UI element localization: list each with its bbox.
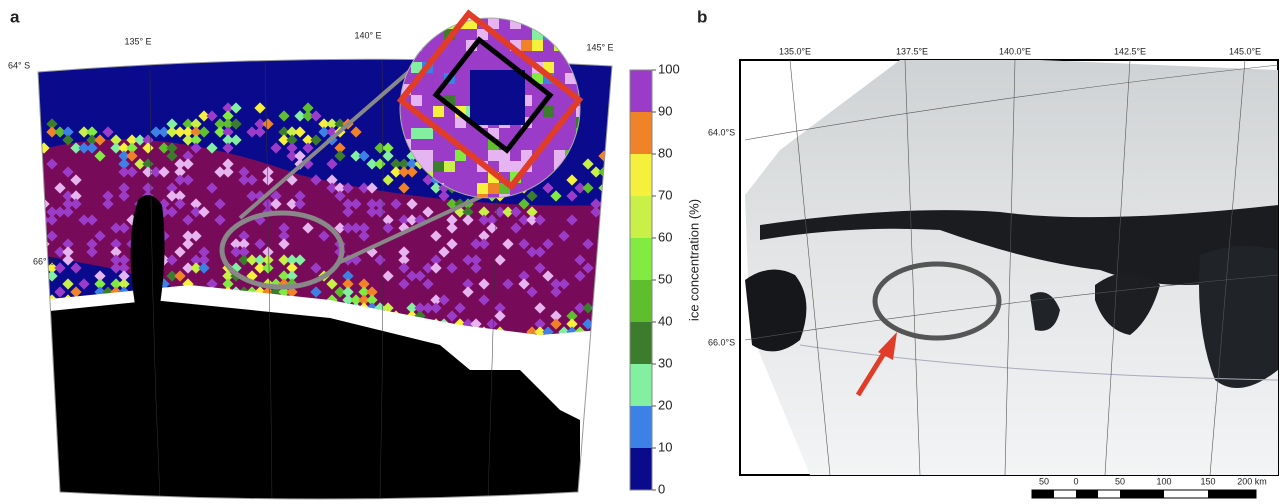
ice-pixel bbox=[411, 29, 422, 40]
figure: a b 0 10 20 30 40 50 60 70 80 90 100 ice concentra… bbox=[0, 0, 1287, 504]
latitude-label: 66.0°S bbox=[708, 337, 735, 347]
glacier-tongue bbox=[131, 195, 165, 305]
colorbar: 0 10 20 30 40 50 60 70 80 90 100 bbox=[630, 61, 680, 496]
ice-pixel bbox=[433, 106, 444, 117]
colorbar-segment bbox=[630, 154, 652, 196]
ice-pixel bbox=[411, 95, 422, 106]
longitude-label: 135.0°E bbox=[779, 46, 811, 56]
colorbar-tick-label: 90 bbox=[658, 103, 672, 118]
ice-pixel bbox=[488, 183, 499, 194]
ice-pixel bbox=[400, 29, 411, 40]
longitude-label: 142.5°E bbox=[1114, 46, 1146, 56]
longitude-label: 140.0°E bbox=[999, 46, 1031, 56]
ice-pixel bbox=[576, 29, 587, 40]
latitude-label: 66° S bbox=[33, 256, 55, 266]
colorbar-tick-label: 60 bbox=[658, 229, 672, 244]
scale-label: 200 km bbox=[1237, 476, 1267, 486]
ice-pixel bbox=[510, 161, 521, 172]
colorbar-tick-label: 10 bbox=[658, 439, 672, 454]
ice-pixel bbox=[400, 18, 411, 29]
ice-pixel bbox=[598, 230, 609, 241]
ice-pixel bbox=[565, 29, 576, 40]
ice-pixel bbox=[606, 310, 617, 321]
ice-pixel bbox=[590, 326, 601, 337]
colorbar-tick-label: 40 bbox=[658, 313, 672, 328]
ice-pixel bbox=[543, 106, 554, 117]
longitude-label: 135° E bbox=[124, 36, 151, 46]
ice-pixel bbox=[422, 150, 433, 161]
ice-pixel bbox=[422, 128, 433, 139]
scale-label: 50 bbox=[1115, 476, 1125, 486]
colorbar-tick-label: 0 bbox=[658, 481, 665, 496]
ice-pixel bbox=[411, 40, 422, 51]
longitude-label: 145.0°E bbox=[1229, 46, 1261, 56]
colorbar-tick-label: 50 bbox=[658, 271, 672, 286]
ice-pixel bbox=[606, 174, 617, 185]
satellite-image bbox=[745, 60, 1278, 475]
longitude-label: 140° E bbox=[354, 30, 381, 40]
ice-pixel bbox=[606, 214, 617, 225]
ice-pixel bbox=[598, 334, 609, 345]
colorbar-segment bbox=[630, 70, 652, 112]
colorbar-tick-label: 70 bbox=[658, 187, 672, 202]
ice-pixel bbox=[38, 286, 49, 297]
ice-pixel bbox=[510, 18, 521, 29]
ice-pixel bbox=[532, 40, 543, 51]
ice-pixel bbox=[554, 40, 565, 51]
ice-pixel bbox=[510, 150, 521, 161]
longitude-label: 137.5°E bbox=[896, 46, 928, 56]
scale-label: 100 bbox=[1156, 476, 1171, 486]
ice-pixel bbox=[38, 270, 49, 281]
colorbar-tick-label: 100 bbox=[658, 61, 680, 76]
scale-bar bbox=[1032, 490, 1256, 498]
colorbar-segment bbox=[630, 238, 652, 280]
colorbar-segment bbox=[630, 364, 652, 406]
colorbar-segment bbox=[630, 112, 652, 154]
colorbar-segment bbox=[630, 280, 652, 322]
scale-label: 0 bbox=[1073, 476, 1078, 486]
ice-pixel bbox=[477, 183, 488, 194]
colorbar-segment bbox=[630, 406, 652, 448]
colorbar-tick-label: 20 bbox=[658, 397, 672, 412]
panel-label: a bbox=[10, 7, 20, 26]
ice-pixel bbox=[565, 40, 576, 51]
ice-pixel bbox=[499, 161, 510, 172]
colorbar-segment bbox=[630, 322, 652, 364]
ice-pixel bbox=[598, 318, 609, 329]
colorbar-segment bbox=[630, 448, 652, 490]
latitude-label: 64° S bbox=[8, 60, 30, 70]
ice-pixel bbox=[488, 150, 499, 161]
ice-pixel bbox=[606, 246, 617, 257]
ice-pixel bbox=[444, 161, 455, 172]
ice-pixel bbox=[521, 40, 532, 51]
longitude-label: 145° E bbox=[586, 42, 613, 52]
ice-pixel bbox=[433, 161, 444, 172]
colorbar-segment bbox=[630, 196, 652, 238]
ice-pixel bbox=[411, 128, 422, 139]
colorbar-title: ice concentration (%) bbox=[686, 199, 701, 321]
ice-pixel bbox=[543, 29, 554, 40]
scale-label: 150 bbox=[1200, 476, 1215, 486]
colorbar-tick-label: 80 bbox=[658, 145, 672, 160]
scale-label: 50 bbox=[1039, 476, 1049, 486]
latitude-label: 64.0°S bbox=[708, 127, 735, 137]
panel-label: b bbox=[697, 7, 707, 26]
colorbar-tick-label: 30 bbox=[658, 355, 672, 370]
